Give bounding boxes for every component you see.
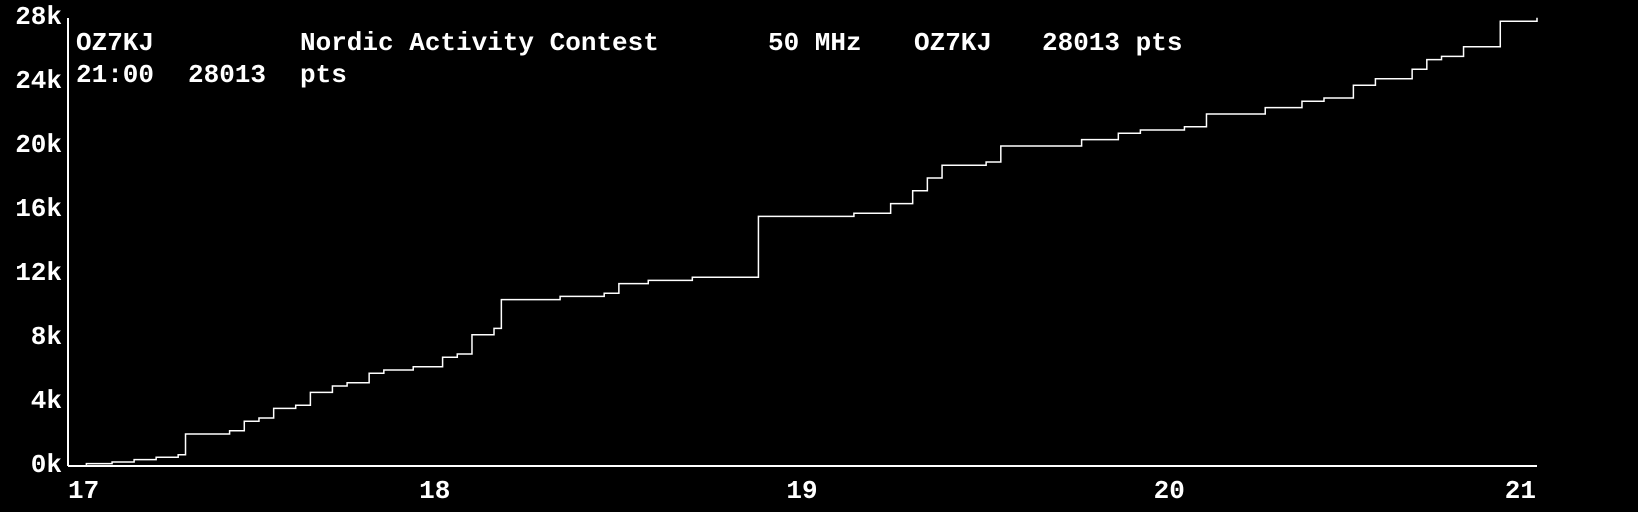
x-tick-label: 18: [419, 476, 450, 506]
chart-container: OZ7KJ Nordic Activity Contest 50 MHz OZ7…: [0, 0, 1638, 512]
score-step-line: [68, 18, 1537, 466]
y-tick-label: 4k: [0, 386, 62, 416]
y-tick-label: 8k: [0, 322, 62, 352]
y-tick-label: 0k: [0, 450, 62, 480]
chart-svg: [0, 0, 1638, 512]
x-tick-label: 21: [1505, 476, 1536, 506]
x-tick-label: 20: [1154, 476, 1185, 506]
x-tick-label: 19: [786, 476, 817, 506]
y-tick-label: 28k: [0, 2, 62, 32]
y-tick-label: 16k: [0, 194, 62, 224]
x-tick-label: 17: [68, 476, 99, 506]
y-tick-label: 24k: [0, 66, 62, 96]
y-tick-label: 12k: [0, 258, 62, 288]
y-tick-label: 20k: [0, 130, 62, 160]
